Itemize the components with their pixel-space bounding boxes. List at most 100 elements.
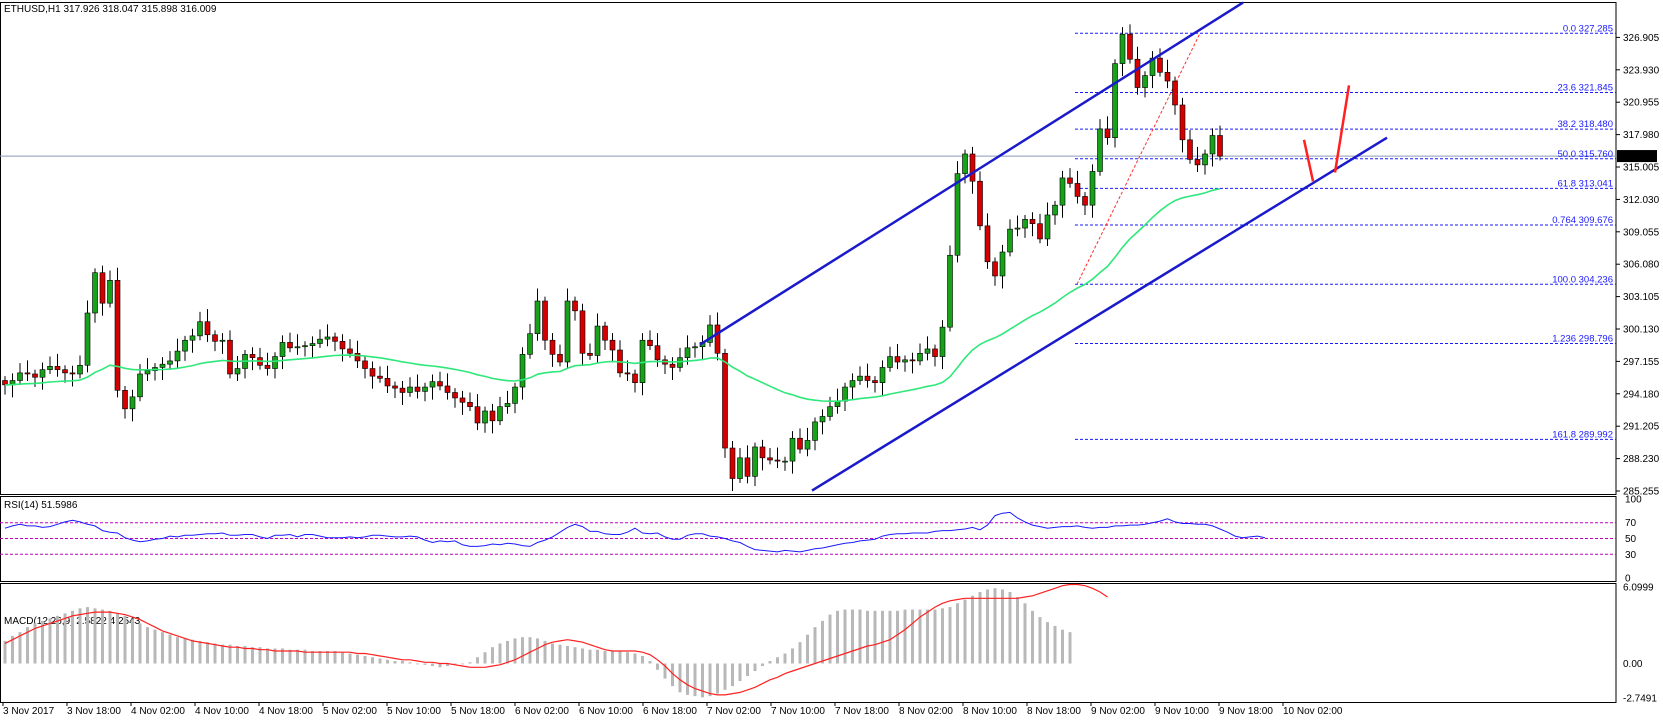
bull-candle [804,440,811,450]
time-tick-label: 8 Nov 18:00 [1027,706,1081,717]
macd-histogram-bar [281,648,284,664]
bear-candle [909,359,916,362]
bull-candle [77,364,83,375]
macd-histogram-bar [176,637,179,664]
bull-candle [1022,219,1028,229]
bear-candle [1164,72,1171,82]
macd-axis-label: 6.0999 [1623,583,1654,594]
bear-candle [122,390,128,410]
macd-histogram-bar [108,610,112,664]
macd-histogram-bar [266,648,269,664]
bull-candle [534,300,541,334]
macd-histogram-bar [213,643,217,664]
price-tick-label: 291.205 [1623,422,1660,433]
macd-histogram-bar [326,650,329,664]
macd-histogram-bar [243,645,247,664]
bear-candle [69,372,76,375]
bull-candle [857,375,863,381]
macd-histogram-bar [41,620,44,664]
price-tick-label: 323.930 [1623,65,1660,76]
bull-candle [504,403,511,407]
bull-candle [519,354,526,388]
macd-histogram-bar [168,634,172,664]
price-tick-label: 326.905 [1623,33,1660,44]
macd-histogram-bar [356,654,359,664]
bear-candle [647,339,653,346]
bull-candle [1142,75,1148,88]
macd-histogram-bar [198,640,202,664]
macd-histogram-bar [386,659,389,664]
bull-candle [39,369,46,378]
price-pane-frame [0,2,1617,495]
macd-histogram-bar [588,649,592,664]
bull-candle [879,367,886,383]
bear-candle [459,397,466,403]
macd-histogram-bar [63,613,67,664]
macd-histogram-bar [408,662,412,664]
macd-histogram-bar [371,657,374,664]
bear-candle [609,339,616,351]
rsi-axis-label: 70 [1625,518,1637,529]
macd-pane-frame [0,583,1617,703]
macd-histogram-bar [468,662,472,664]
time-tick-label: 7 Nov 18:00 [835,706,889,717]
macd-histogram-bar [543,640,547,664]
time-tick-label: 4 Nov 02:00 [131,706,185,717]
bear-candle [872,380,878,383]
macd-histogram-bar [48,618,52,664]
macd-histogram-bar [716,663,719,694]
macd-histogram-bar [78,608,82,664]
time-tick-label: 4 Nov 18:00 [259,706,313,717]
macd-histogram-bar [1023,603,1027,664]
macd-histogram-bar [101,609,104,664]
macd-histogram-bar [1061,629,1064,664]
bear-candle [632,373,638,383]
bull-candle [159,363,166,368]
bull-candle [1112,63,1118,138]
macd-histogram-bar [723,663,727,690]
time-tick-label: 9 Nov 10:00 [1155,706,1209,717]
macd-histogram-bar [948,607,952,664]
channel-upper-line [699,1,1244,346]
bull-candle [197,321,203,337]
bull-candle [309,343,316,346]
time-tick-label: 7 Nov 02:00 [707,706,761,717]
macd-histogram-bar [746,663,749,677]
macd-histogram-bar [131,619,134,664]
macd-histogram-bar [603,650,607,664]
time-tick-label: 9 Nov 02:00 [1091,706,1145,717]
price-tick-label: 285.255 [1623,487,1660,498]
bear-candle [437,381,443,387]
macd-histogram-bar [146,627,149,664]
bull-candle [1202,153,1208,166]
macd-histogram-bar [296,649,299,664]
bear-candle [212,334,218,342]
bear-candle [287,342,293,349]
bear-candle [99,272,106,304]
macd-axis-label: 0.00 [1623,659,1643,670]
macd-histogram-bar [423,663,427,665]
bear-candle [542,300,548,341]
macd-histogram-bar [941,608,944,664]
bull-candle [167,360,173,365]
macd-histogram-bar [1016,597,1019,664]
macd-histogram-bar [311,650,314,664]
moving-average-line [4,187,1221,403]
macd-histogram-bar [3,640,7,664]
bull-candle [219,339,226,342]
fib-level-label: 23.6 321.845 [1558,83,1613,94]
bull-candle [144,370,151,375]
price-tick-label: 320.955 [1623,98,1660,109]
bull-candle [939,326,946,357]
bear-candle [489,410,496,422]
macd-histogram-bar [438,663,442,668]
macd-histogram-bar [731,663,734,687]
macd-histogram-bar [476,657,479,664]
macd-histogram-bar [18,632,22,664]
macd-histogram-bar [483,652,487,664]
macd-histogram-bar [1008,592,1012,664]
bull-candle [129,396,136,410]
bull-candle [1014,227,1021,230]
time-tick-label: 3 Nov 2017 [3,706,55,717]
